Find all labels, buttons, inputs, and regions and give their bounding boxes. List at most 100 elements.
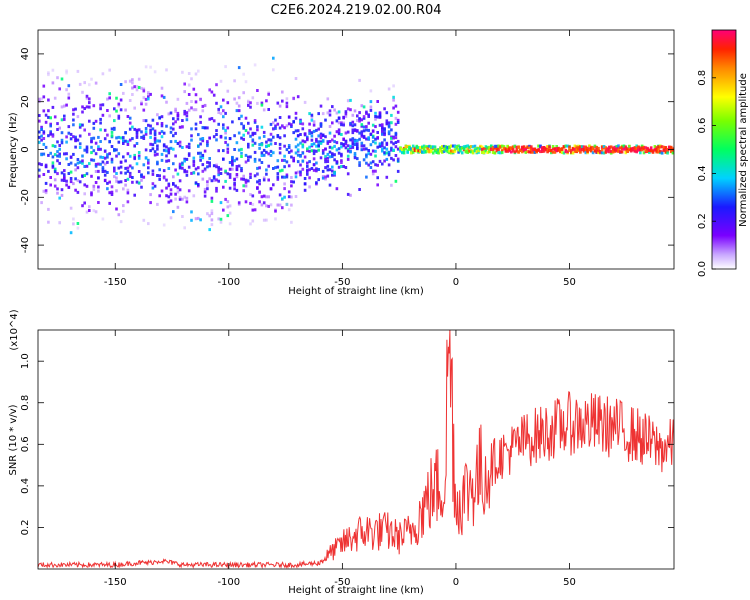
spectrogram-cell — [194, 217, 198, 221]
spectrogram-cell — [387, 87, 391, 91]
spectrogram-cell — [122, 136, 125, 140]
spectrogram-cell — [353, 152, 357, 155]
spectrogram-cell — [242, 174, 245, 178]
spectrogram-cell — [203, 126, 207, 130]
spectrogram-cell — [371, 129, 375, 133]
spectrogram-cell — [183, 226, 186, 230]
spectrogram-cell — [510, 146, 513, 150]
spectrogram-cell — [502, 145, 506, 149]
spectrogram-cell — [609, 150, 613, 153]
spectrogram-cell — [210, 223, 214, 227]
spectrogram-cell — [310, 115, 314, 119]
spectrogram-cell — [387, 150, 391, 154]
spectrogram-cell — [374, 125, 377, 129]
spectrogram-cell — [183, 90, 186, 94]
spectrogram-cell — [151, 182, 155, 186]
spectrogram-cell — [147, 123, 150, 127]
spectrogram-cell — [394, 145, 398, 149]
spectrogram-cell — [353, 139, 357, 143]
spectrogram-cell — [653, 145, 657, 148]
spectrogram-cell — [226, 172, 230, 176]
spectrogram-cell — [242, 124, 245, 128]
spectrogram-cell — [362, 147, 366, 151]
spectrogram-cell — [283, 195, 286, 199]
spectrogram-cell — [337, 151, 341, 155]
spectrogram-cell — [396, 118, 400, 122]
spectrogram-cell — [212, 164, 216, 168]
spectrogram-cell — [283, 134, 286, 138]
spectrogram-cell — [53, 184, 57, 188]
spectrogram-cell — [222, 123, 225, 127]
spectrogram-cell — [358, 161, 361, 165]
spectrogram-cell — [278, 116, 282, 119]
spectrogram-cell — [249, 201, 252, 205]
spectrogram-cell — [83, 201, 86, 205]
spectrogram-cell — [285, 124, 289, 128]
spectrogram-cell — [92, 136, 96, 140]
spectrogram-cell — [265, 150, 268, 154]
spectrogram-cell — [586, 146, 589, 150]
spectrogram-cell — [183, 82, 186, 86]
spectrogram-cell — [235, 141, 239, 145]
spectrogram-cell — [290, 220, 293, 224]
spectrogram-cell — [40, 128, 43, 131]
spectrogram-cell — [94, 210, 98, 214]
spectrogram-cell — [160, 115, 164, 119]
spectrogram-cell — [183, 195, 186, 199]
spectrogram-cell — [342, 121, 345, 125]
spectrogram-cell — [51, 164, 55, 168]
spectrogram-cell — [281, 90, 284, 94]
spectrogram-cell — [294, 195, 298, 198]
spectrogram-cell — [183, 109, 186, 113]
spectrogram-cell — [419, 146, 422, 150]
spectrogram-cell — [317, 178, 320, 182]
spectrogram-cell — [217, 168, 220, 172]
spectrogram-cell — [310, 131, 314, 135]
spectrogram-cell — [433, 145, 437, 149]
spectrogram-cell — [640, 146, 644, 150]
spectrogram-cell — [617, 144, 620, 148]
spectrogram-cell — [356, 114, 359, 118]
spectrogram-cell — [324, 166, 327, 170]
spectrogram-cell — [540, 150, 544, 153]
spectrogram-cell — [292, 180, 295, 184]
spectrogram-cell — [376, 163, 379, 167]
spectrogram-cell — [406, 150, 409, 154]
spectrogram-cell — [151, 118, 155, 122]
spectrogram-cell — [101, 113, 105, 117]
spectrogram-cell — [433, 148, 437, 152]
spectrogram-cell — [422, 150, 426, 154]
spectrogram-cell — [90, 193, 93, 197]
spectrogram-cell — [342, 115, 345, 119]
spectrogram-cell — [383, 151, 386, 155]
spectrogram-cell — [365, 155, 368, 159]
spectrogram-cell — [346, 154, 350, 158]
spectrogram-cell — [356, 142, 359, 146]
spectrogram-cell — [335, 187, 339, 191]
spectrogram-cell — [190, 138, 193, 142]
spectrogram-cell — [81, 105, 84, 109]
spectrogram-cell — [272, 56, 275, 60]
spectrogram-cell — [392, 158, 395, 162]
spectrogram-cell — [310, 143, 314, 146]
spectrogram-cell — [128, 127, 132, 131]
spectrogram-cell — [133, 106, 136, 110]
spectrogram-cell — [662, 145, 666, 149]
spectrogram-cell — [133, 127, 136, 131]
spectrogram-cell — [88, 97, 91, 101]
spectrogram-cell — [178, 188, 182, 192]
spectrogram-cell — [162, 144, 166, 148]
spectrogram-cell — [588, 144, 591, 148]
spectrogram-cell — [287, 164, 291, 168]
spectrogram-cell — [387, 121, 391, 125]
spectrogram-cell — [644, 148, 648, 152]
spectrogram-cell — [303, 155, 307, 159]
spectrogram-cell — [53, 144, 57, 148]
spectrogram-cell — [224, 169, 227, 173]
spectrogram-cell — [376, 145, 379, 149]
spectrogram-cell — [74, 163, 77, 167]
spectrogram-cell — [119, 160, 123, 164]
spectrogram-cell — [88, 205, 91, 209]
spectrogram-cell — [499, 151, 502, 155]
spectrogram-cell — [94, 170, 98, 173]
